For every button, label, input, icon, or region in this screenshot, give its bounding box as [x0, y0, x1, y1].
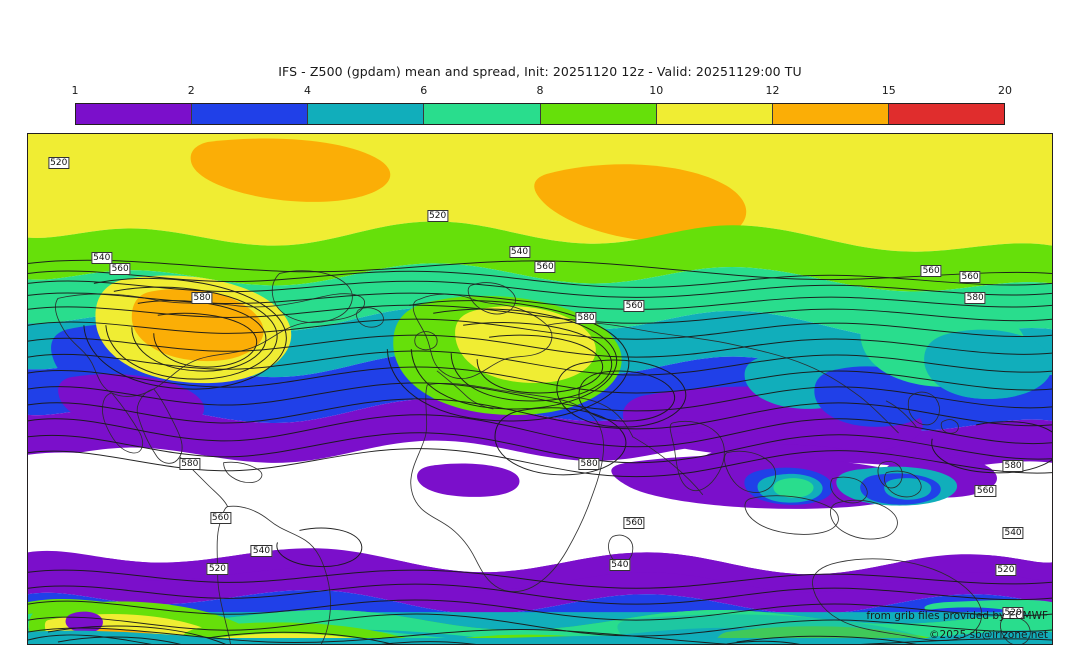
colorbar-tick-20: 20 [998, 84, 1012, 97]
colorbar-segment-8-10 [540, 104, 657, 124]
copyright-credit: ©2025 sb@irizone.net [929, 629, 1048, 641]
page-title: IFS - Z500 (gpdam) mean and spread, Init… [278, 64, 802, 79]
colorbar-segment-12-15 [772, 104, 889, 124]
colorbar-tick-4: 4 [304, 84, 311, 97]
colorbar-tick-1: 1 [71, 84, 79, 97]
colorbar-segment-1-2 [76, 104, 193, 124]
colorbar-tick-10: 10 [649, 84, 664, 97]
map-canvas [28, 134, 1052, 644]
colorbar-tick-8: 8 [536, 84, 544, 97]
colorbar-tick-labels: 1 2 4 6 8 10 12 15 20 [71, 84, 1013, 100]
colorbar-segment-6-8 [424, 104, 541, 124]
colorbar-segment-4-6 [308, 104, 425, 124]
colorbar-tick-2: 2 [187, 84, 195, 97]
colorbar-gradient [75, 103, 1005, 125]
colorbar-segment-10-12 [656, 104, 773, 124]
colorbar-tick-15: 15 [881, 84, 896, 97]
colorbar [75, 103, 1005, 125]
colorbar-tick-6: 6 [420, 84, 428, 97]
map-plot-area: 520 540 560 520 540 560 560 580 580 580 560 560 580 5… [27, 133, 1053, 645]
colorbar-segment-15-20 [888, 104, 1004, 124]
data-source-credit: from grib files provided by ECMWF [866, 610, 1048, 622]
colorbar-tick-12: 12 [765, 84, 780, 97]
colorbar-segment-2-4 [192, 104, 309, 124]
